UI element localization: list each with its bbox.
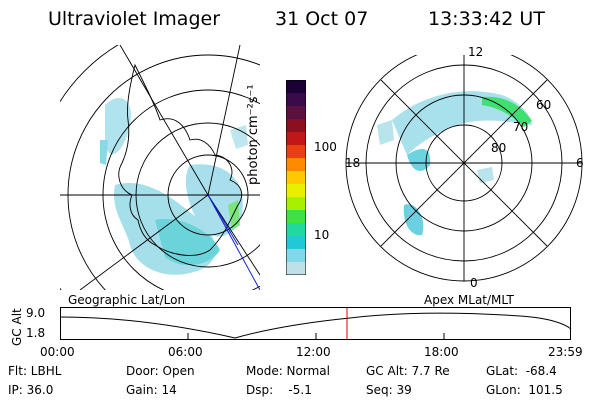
filter-label: Flt: LBHL: [8, 364, 62, 378]
colorbar-band: [286, 262, 306, 275]
instrument-title: Ultraviolet Imager: [48, 8, 221, 30]
xtick-2359: 23:59: [548, 345, 583, 359]
glon-label: GLon: 101.5: [486, 383, 563, 397]
altitude-timeline-plot: [60, 307, 572, 340]
colorbar-band: [286, 106, 306, 120]
gain-label: Gain: 14: [126, 383, 177, 397]
colorbar-tick-10: 10: [314, 228, 330, 242]
apex-emission-region: [377, 91, 532, 236]
mlat-label-70: 70: [513, 120, 529, 134]
colorbar-tick-100: 100: [314, 140, 337, 154]
colorbar-band: [286, 210, 306, 224]
gc-alt-label: GC Alt: 7.7 Re: [366, 364, 450, 378]
ip-label: IP: 36.0: [8, 383, 54, 397]
apex-mlt-axes: [346, 55, 582, 281]
colorbar-band: [286, 80, 306, 94]
mlt-label-0: 0: [470, 276, 478, 290]
geographic-image-panel: [60, 45, 260, 290]
xtick-0600: 06:00: [168, 345, 203, 359]
colorbar-band: [286, 171, 306, 185]
colorbar-band: [286, 132, 306, 146]
altitude-curve: [60, 312, 572, 339]
time-label: 13:33:42 UT: [428, 8, 545, 30]
apex-panel-label: Apex MLat/MLT: [424, 293, 514, 307]
colorbar-band: [286, 184, 306, 198]
altitude-ylabel: GC Alt: [10, 308, 24, 346]
date-label: 31 Oct 07: [275, 8, 369, 30]
colorbar-band: [286, 197, 306, 211]
door-label: Door: Open: [126, 364, 195, 378]
mlt-label-18: 18: [345, 156, 361, 170]
dsp-label: Dsp: -5.1: [246, 383, 312, 397]
colorbar-band: [286, 223, 306, 237]
colorbar-band: [286, 93, 306, 107]
coastline: [118, 63, 243, 256]
altitude-x-ticks: [187, 333, 445, 340]
geo-longitude-lines: [60, 45, 260, 290]
mlt-label-12: 12: [468, 45, 484, 59]
xtick-1200: 12:00: [296, 345, 331, 359]
mlat-label-80: 80: [491, 141, 507, 155]
colorbar-band: [286, 249, 306, 263]
colorbar-band: [286, 236, 306, 250]
altitude-ytick-high: 9.0: [26, 306, 46, 320]
mode-label: Mode: Normal: [246, 364, 330, 378]
altitude-ytick-low: 1.8: [26, 326, 46, 340]
magnetic-meridian-line: [207, 194, 260, 290]
seq-label: Seq: 39: [366, 383, 412, 397]
colorbar-band: [286, 119, 306, 133]
glat-label: GLat: -68.4: [486, 364, 557, 378]
colorbar-unit-label: photon cm⁻²s⁻¹: [246, 84, 261, 185]
mlt-label-6: 6: [576, 156, 584, 170]
xtick-1800: 18:00: [424, 345, 459, 359]
colorbar-band: [286, 145, 306, 159]
mlat-label-60: 60: [536, 98, 552, 112]
xtick-0000: 00:00: [40, 345, 75, 359]
colorbar-band: [286, 158, 306, 172]
geographic-panel-label: Geographic Lat/Lon: [68, 293, 186, 307]
apex-polar-panel: [345, 55, 583, 282]
colorbar: [286, 80, 306, 275]
